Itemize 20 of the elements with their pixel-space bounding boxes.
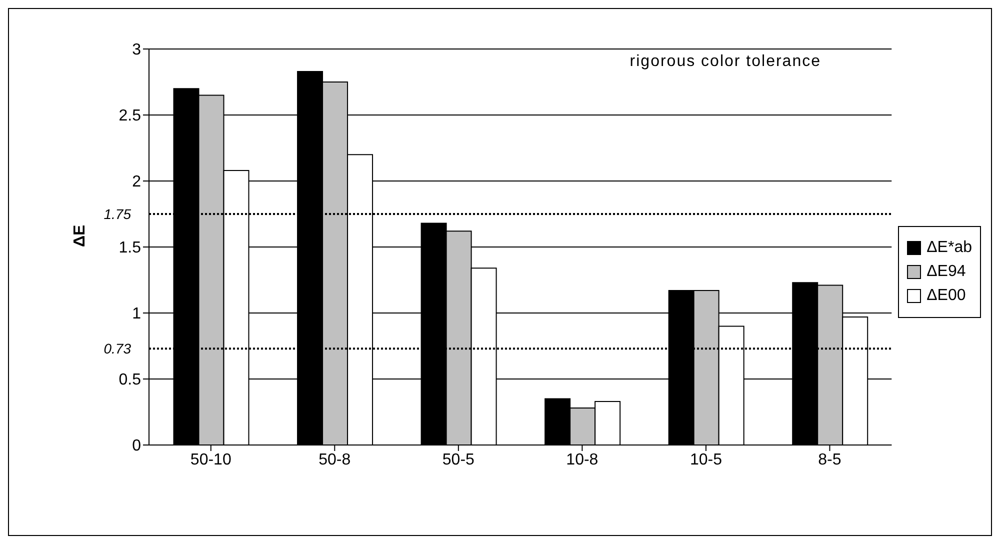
- x-tick-label: 50-5: [442, 451, 475, 468]
- y-axis-title: ΔE: [72, 224, 89, 247]
- y-tick-label: 1: [132, 306, 142, 323]
- y-tick-label: 0.5: [118, 372, 142, 389]
- annotation: rigorous color tolerance: [630, 53, 821, 71]
- ref-line-label: 1.75: [104, 206, 132, 222]
- x-tick-label: 50-8: [318, 451, 351, 468]
- y-tick-label: 2.5: [118, 108, 142, 125]
- legend-label: ΔE94: [926, 263, 966, 281]
- legend-label: ΔE*ab: [926, 239, 972, 257]
- x-tick-label: 10-8: [566, 451, 598, 468]
- y-tick-label: 2: [132, 174, 142, 191]
- y-tick-label: 0: [132, 438, 142, 455]
- x-tick-label: 8-5: [818, 451, 842, 468]
- y-tick-label: 1.5: [118, 240, 142, 257]
- legend-label: ΔE00: [926, 287, 966, 305]
- y-tick-label: 3: [132, 42, 142, 59]
- x-tick-label: 50-10: [190, 451, 232, 468]
- x-tick-label: 10-5: [690, 451, 722, 468]
- ref-line-label: 0.73: [104, 340, 132, 357]
